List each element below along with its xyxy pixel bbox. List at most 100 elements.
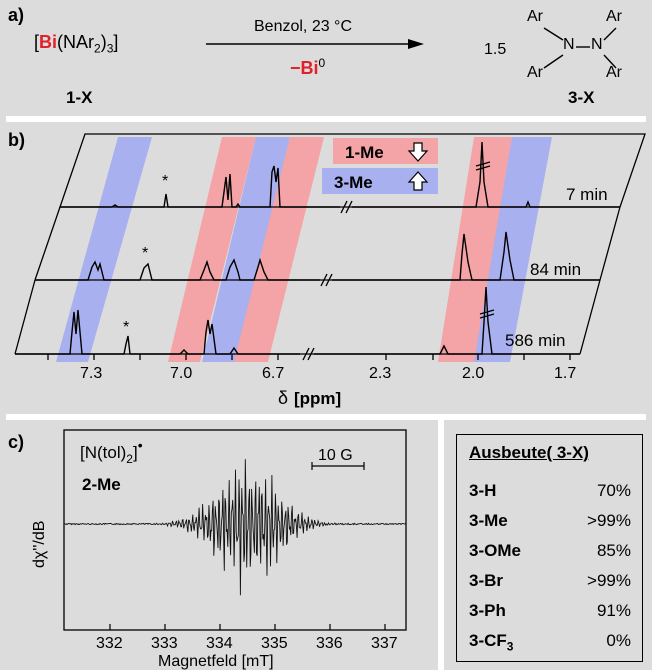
yield-value: 0% bbox=[606, 631, 631, 650]
yield-value: 91% bbox=[596, 601, 631, 620]
legend-increase-label: 3-Me bbox=[334, 173, 373, 192]
yield-table: Ausbeute( 3-X) 3-H 70% 3-Me >99% 3-OMe 85% … bbox=[456, 434, 643, 662]
epr-tick-337: 337 bbox=[371, 635, 398, 652]
nmr-chart: 1-Me 3-Me * * * 7 min 84 min 586 min 7.3… bbox=[14, 133, 646, 408]
band-red-methyl bbox=[438, 137, 512, 362]
band-red-2 bbox=[234, 137, 324, 362]
yield-value: 85% bbox=[596, 541, 631, 560]
species-sub: 2 bbox=[126, 452, 133, 466]
byproduct-sup: 0 bbox=[318, 56, 326, 70]
yield-compound: 3-Br bbox=[469, 571, 504, 590]
epr-tick-332: 332 bbox=[96, 635, 123, 652]
epr-species: [N(tol)2]• bbox=[80, 437, 143, 466]
axis-breaks bbox=[302, 161, 495, 361]
epr-xlabel: Magnetfeld [mT] bbox=[158, 653, 274, 670]
tick-6.7: 6.7 bbox=[262, 365, 284, 382]
svg-text:[N(tol)2]•: [N(tol)2]• bbox=[80, 437, 143, 466]
yield-compound: 3-Ph bbox=[469, 601, 506, 620]
yield-value: 70% bbox=[596, 481, 631, 500]
ar-top-right: Ar bbox=[606, 8, 622, 25]
panel-c-label: c) bbox=[8, 432, 25, 452]
arrow-down-icon bbox=[407, 142, 429, 162]
star-84min: * bbox=[142, 245, 148, 262]
epr-frame bbox=[63, 429, 407, 631]
spectra bbox=[15, 141, 620, 355]
spectrum-84min bbox=[35, 231, 600, 281]
yield-compound: 3-OMe bbox=[469, 541, 521, 560]
band-red-1 bbox=[168, 137, 256, 362]
ar-bottom-right: Ar bbox=[606, 64, 622, 81]
species-close: ] bbox=[133, 443, 138, 462]
epr-tick-334: 334 bbox=[206, 635, 233, 652]
yield-compound-sub: 3 bbox=[506, 639, 514, 654]
n-right: N bbox=[591, 36, 603, 53]
epr-tick-335: 335 bbox=[261, 635, 288, 652]
divider-vertical bbox=[438, 420, 444, 670]
ar-bottom-left: Ar bbox=[527, 64, 543, 81]
yield-compound: 3-Me bbox=[469, 511, 508, 530]
nmr-legend: 1-Me 3-Me bbox=[322, 138, 438, 194]
yield-row: 3-Ph 91% bbox=[469, 601, 631, 621]
panel-b-label: b) bbox=[8, 130, 25, 150]
epr-tick-336: 336 bbox=[316, 635, 343, 652]
epr-scalebar-label: 10 G bbox=[318, 447, 353, 464]
tick-1.7: 1.7 bbox=[554, 365, 576, 382]
yield-row: 3-OMe 85% bbox=[469, 541, 631, 561]
epr-ticks bbox=[109, 624, 386, 630]
reactant-paren: ) bbox=[100, 32, 107, 52]
yield-row: 3-Br >99% bbox=[469, 571, 631, 591]
reactant-bismuth: Bi bbox=[39, 32, 58, 52]
x-axis-unit: [ppm] bbox=[294, 389, 341, 408]
time-label-84min: 84 min bbox=[530, 260, 581, 279]
yield-row: 3-Me >99% bbox=[469, 511, 631, 531]
panel-a-label: a) bbox=[8, 5, 25, 25]
tick-2.0: 2.0 bbox=[462, 365, 484, 382]
byproduct-bismuth: Bi bbox=[300, 58, 319, 78]
epr-compound: 2-Me bbox=[82, 475, 121, 494]
product-id: 3-X bbox=[568, 88, 595, 107]
band-blue-aromatic bbox=[56, 137, 152, 362]
yield-compound: 3-CF bbox=[469, 631, 507, 650]
divider-top bbox=[6, 116, 646, 122]
reactant-ligand: (NAr bbox=[57, 32, 95, 52]
epr-chart: dχ''/dB [N(tol)2]• 2-Me 10 G 332 333 334… bbox=[31, 429, 407, 670]
star-586min: * bbox=[123, 319, 129, 336]
ar-top-left: Ar bbox=[527, 8, 543, 25]
x-axis-ticks bbox=[47, 354, 571, 360]
tick-7.3: 7.3 bbox=[80, 365, 102, 382]
reaction-condition: Benzol, 23 °C bbox=[254, 18, 353, 35]
star-7min: * bbox=[162, 173, 168, 190]
reactant-bracket-close: ] bbox=[113, 32, 119, 52]
species-dot: • bbox=[138, 437, 143, 453]
time-label-586min: 586 min bbox=[505, 331, 565, 350]
arrow-up-icon bbox=[407, 171, 429, 191]
legend-decrease-label: 1-Me bbox=[345, 143, 384, 162]
nmr-bands bbox=[56, 137, 552, 362]
band-blue-2 bbox=[202, 137, 290, 362]
epr-ylabel: dχ''/dB bbox=[31, 521, 48, 568]
reactant-sub2: 3 bbox=[106, 41, 114, 56]
hydrazine-bonds bbox=[543, 27, 617, 69]
reactant-id: 1-X bbox=[66, 88, 93, 107]
epr-tick-333: 333 bbox=[151, 635, 178, 652]
epr-spectrum bbox=[63, 459, 406, 596]
byproduct: −Bi0 bbox=[290, 56, 325, 79]
coefficient: 1.5 bbox=[484, 41, 507, 58]
spectrum-7min bbox=[60, 141, 620, 208]
tick-7.0: 7.0 bbox=[170, 365, 192, 382]
tick-2.3: 2.3 bbox=[369, 365, 391, 382]
yield-value: >99% bbox=[587, 571, 631, 590]
yield-value: >99% bbox=[587, 511, 631, 530]
yield-row: 3-CF3 0% bbox=[469, 631, 631, 653]
yield-compound: 3-H bbox=[469, 481, 497, 500]
band-blue-methyl bbox=[474, 137, 552, 362]
reaction-arrow bbox=[206, 39, 424, 49]
divider-middle bbox=[6, 414, 646, 420]
n-left: N bbox=[563, 36, 575, 53]
time-label-7min: 7 min bbox=[566, 185, 608, 204]
yield-title: Ausbeute( 3-X) bbox=[469, 443, 589, 462]
reactant-bracket-open: [ bbox=[34, 32, 40, 52]
yield-row: 3-H 70% bbox=[469, 481, 631, 501]
species-main: [N(tol) bbox=[80, 443, 126, 462]
reactant-formula: [Bi(NAr2)3] bbox=[34, 32, 118, 56]
